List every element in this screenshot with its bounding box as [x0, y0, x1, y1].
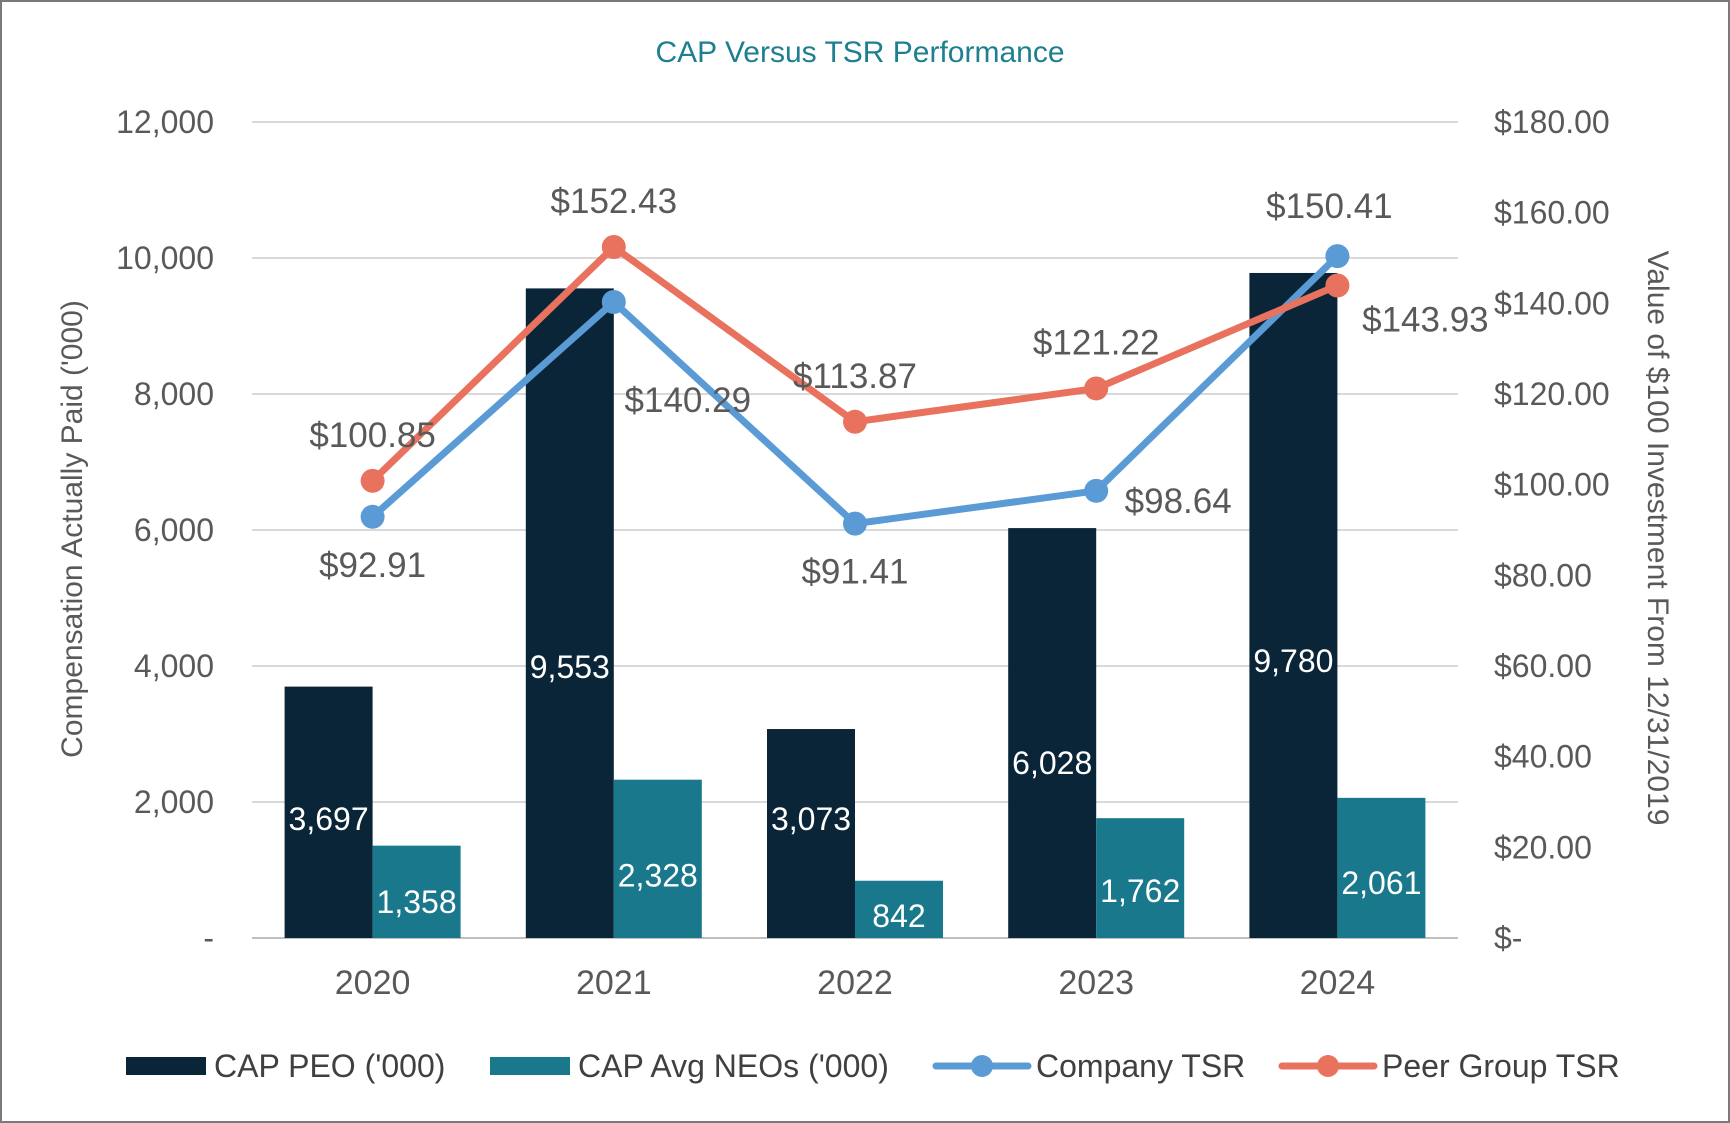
bar	[1249, 272, 1338, 939]
bar-value-label: 2,328	[618, 858, 698, 894]
y-tick-label: 6,000	[134, 512, 214, 548]
y2-tick-label: $20.00	[1494, 829, 1592, 865]
line-series: $92.91 $140.29 $91.41 $98.64 $150.41 $100.85 $…	[309, 182, 1488, 592]
left-axis-title: Compensation Actually Paid ('000)	[56, 300, 89, 758]
left-axis-ticks: - 2,000 4,000 6,000 8,000 10,000 12,000	[116, 104, 214, 956]
tsr-value-label: $143.93	[1362, 301, 1489, 340]
y2-tick-label: $100.00	[1494, 467, 1610, 503]
x-tick-label: 2023	[1058, 964, 1134, 1002]
tsr-value-label: $98.64	[1125, 482, 1232, 521]
series-marker	[1084, 478, 1109, 503]
bar	[1096, 818, 1185, 938]
series-marker	[1084, 376, 1109, 401]
y2-tick-label: $140.00	[1494, 285, 1610, 321]
bar-value-label: 3,697	[289, 801, 369, 837]
bar	[284, 686, 373, 938]
x-axis-ticks: 2020 2021 2022 2023 2024	[335, 964, 1375, 1002]
series-marker	[360, 468, 385, 493]
series-marker	[1325, 244, 1350, 269]
bar-value-label: 2,061	[1341, 865, 1421, 901]
legend-label: CAP Avg NEOs ('000)	[578, 1048, 889, 1084]
legend-label: Peer Group TSR	[1382, 1048, 1620, 1084]
tsr-value-label: $113.87	[793, 357, 917, 396]
y-tick-label: -	[203, 920, 214, 956]
chart-title: CAP Versus TSR Performance	[655, 36, 1064, 69]
y-tick-label: 2,000	[134, 784, 214, 820]
legend-marker	[971, 1055, 993, 1077]
y2-tick-label: $180.00	[1494, 104, 1610, 140]
bar	[767, 729, 855, 938]
y2-tick-label: $120.00	[1494, 376, 1610, 412]
bar	[613, 779, 702, 938]
bar-value-label: 1,358	[377, 884, 457, 920]
legend-marker	[1317, 1055, 1339, 1077]
series-marker	[843, 511, 867, 536]
legend: CAP PEO ('000) CAP Avg NEOs ('000) Company…	[126, 1048, 1620, 1084]
y2-tick-label: $-	[1494, 920, 1522, 956]
series-marker	[360, 504, 385, 529]
y2-tick-label: $60.00	[1494, 648, 1592, 684]
x-tick-label: 2024	[1300, 964, 1376, 1002]
x-tick-label: 2021	[576, 964, 652, 1002]
bar	[372, 845, 461, 938]
y2-tick-label: $80.00	[1494, 557, 1592, 593]
bar-value-label: 842	[872, 898, 925, 934]
y2-tick-label: $160.00	[1494, 195, 1610, 231]
x-tick-label: 2022	[817, 964, 893, 1002]
bar	[855, 880, 943, 938]
tsr-value-label: $100.85	[309, 416, 436, 455]
bar	[1008, 528, 1097, 938]
bar-value-label: 1,762	[1100, 873, 1180, 909]
tsr-value-label: $91.41	[801, 553, 908, 592]
right-axis-ticks: $- $20.00 $40.00 $60.00 $80.00 $100.00 $120.00…	[1494, 104, 1610, 956]
bar-value-label: 9,780	[1253, 643, 1333, 679]
legend-label: CAP PEO ('000)	[214, 1048, 445, 1084]
tsr-value-label: $150.41	[1266, 187, 1393, 226]
tsr-value-label: $140.29	[625, 381, 752, 420]
tsr-value-label: $152.43	[551, 182, 678, 221]
right-axis-title: Value of $100 Investment From 12/31/2019	[1641, 251, 1674, 826]
bar-value-label: 6,028	[1012, 745, 1092, 781]
series-marker	[843, 409, 867, 434]
tsr-value-label: $121.22	[1033, 323, 1160, 362]
y-tick-label: 4,000	[134, 648, 214, 684]
bar-value-label: 9,553	[530, 649, 610, 685]
x-tick-label: 2020	[335, 964, 411, 1002]
y-tick-label: 12,000	[116, 104, 214, 140]
y-tick-label: 10,000	[116, 240, 214, 276]
bar	[525, 288, 614, 938]
tsr-value-label: $92.91	[319, 546, 426, 585]
bar-series: 3,697 9,553 3,073 6,028 9,780 1,358 2,328 842 1,…	[284, 272, 1426, 939]
y-tick-label: 8,000	[134, 376, 214, 412]
bar	[1337, 797, 1426, 938]
series-marker	[1325, 273, 1350, 298]
bar-value-label: 3,073	[771, 801, 851, 837]
series-marker	[601, 290, 626, 315]
series-marker	[601, 234, 626, 259]
legend-label: Company TSR	[1036, 1048, 1245, 1084]
legend-swatch	[490, 1057, 570, 1075]
y2-tick-label: $40.00	[1494, 739, 1592, 775]
legend-swatch	[126, 1057, 206, 1075]
